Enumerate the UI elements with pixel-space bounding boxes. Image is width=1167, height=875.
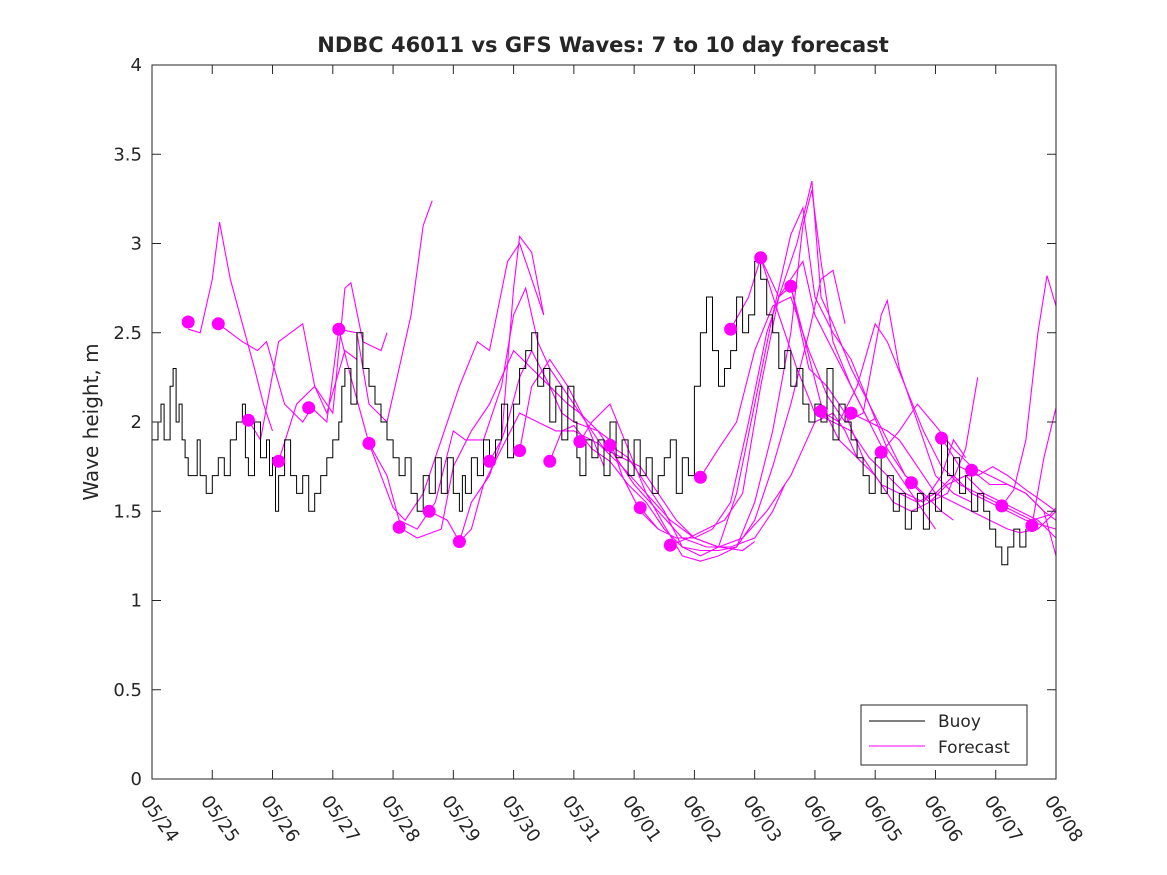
legend: Buoy Forecast	[860, 704, 1028, 766]
legend-forecast-label: Forecast	[938, 738, 1010, 758]
y-tick-label: 1	[131, 591, 142, 612]
legend-buoy-label: Buoy	[938, 712, 981, 732]
forecast-line-26	[941, 437, 1057, 512]
forecast-line-3	[247, 322, 358, 442]
y-axis: 0 0.5 1 1.5 2 2.5 3 3.5 4	[113, 55, 1056, 790]
forecast-marker-16	[633, 501, 647, 515]
forecast-marker-23	[844, 406, 858, 420]
forecast-line-6	[338, 242, 545, 522]
y-tick-label: 0	[131, 769, 142, 790]
y-tick-label: 0.5	[113, 680, 142, 701]
y-axis-label: Wave height, m	[79, 343, 103, 500]
buoy-series	[152, 260, 1027, 566]
forecast-marker-20	[754, 251, 768, 265]
forecast-marker-1	[181, 315, 195, 329]
forecast-marker-8	[392, 520, 406, 534]
buoy-line	[152, 260, 1027, 566]
y-tick-label: 2.5	[113, 323, 142, 344]
chart-title: NDBC 46011 vs GFS Waves: 7 to 10 day for…	[317, 33, 888, 57]
forecast-marker-18	[693, 470, 707, 484]
forecast-marker-29	[1025, 519, 1039, 532]
forecast-line-21	[790, 286, 1057, 530]
forecast-marker-28	[995, 499, 1009, 513]
forecast-marker-7	[362, 436, 376, 450]
forecast-marker-3	[241, 413, 255, 427]
forecast-line-2	[217, 323, 313, 423]
forecast-line-11	[489, 234, 545, 462]
forecast-marker-2	[211, 317, 225, 331]
y-tick-label: 3.5	[113, 144, 142, 165]
forecast-line-7	[368, 286, 605, 530]
forecast-marker-21	[784, 279, 798, 293]
forecast-marker-5	[302, 401, 316, 415]
forecast-marker-19	[724, 322, 738, 336]
forecast-marker-24	[874, 445, 888, 459]
forecast-markers	[181, 251, 1039, 552]
forecast-marker-12	[513, 444, 527, 458]
forecast-line-28	[1001, 275, 1057, 507]
forecast-marker-25	[904, 476, 918, 490]
y-tick-label: 1.5	[113, 501, 142, 522]
forecast-marker-6	[332, 322, 346, 336]
forecast-marker-22	[814, 404, 828, 418]
forecast-line-29	[1031, 407, 1057, 526]
y-tick-label: 2	[131, 412, 142, 433]
plot-area	[151, 64, 1057, 780]
forecast-marker-11	[483, 454, 496, 468]
forecast-line-5	[311, 200, 433, 424]
forecast-marker-27	[965, 463, 979, 477]
forecast-marker-13	[543, 454, 557, 468]
forecast-marker-9	[422, 504, 436, 518]
forecast-marker-4	[272, 454, 286, 468]
forecast-marker-26	[935, 431, 948, 445]
forecast-line-16	[639, 260, 936, 539]
forecast-marker-15	[603, 438, 617, 452]
forecast-line-4	[278, 281, 388, 462]
y-tick-label: 4	[131, 55, 142, 76]
legend-box	[860, 704, 1028, 766]
axes-background	[152, 65, 1056, 779]
forecast-marker-10	[452, 535, 466, 549]
forecast-marker-17	[663, 538, 677, 552]
forecast-marker-14	[573, 435, 587, 449]
forecast-line-27	[971, 469, 1057, 557]
y-tick-label: 3	[131, 234, 142, 255]
forecast-line-1	[188, 221, 274, 432]
